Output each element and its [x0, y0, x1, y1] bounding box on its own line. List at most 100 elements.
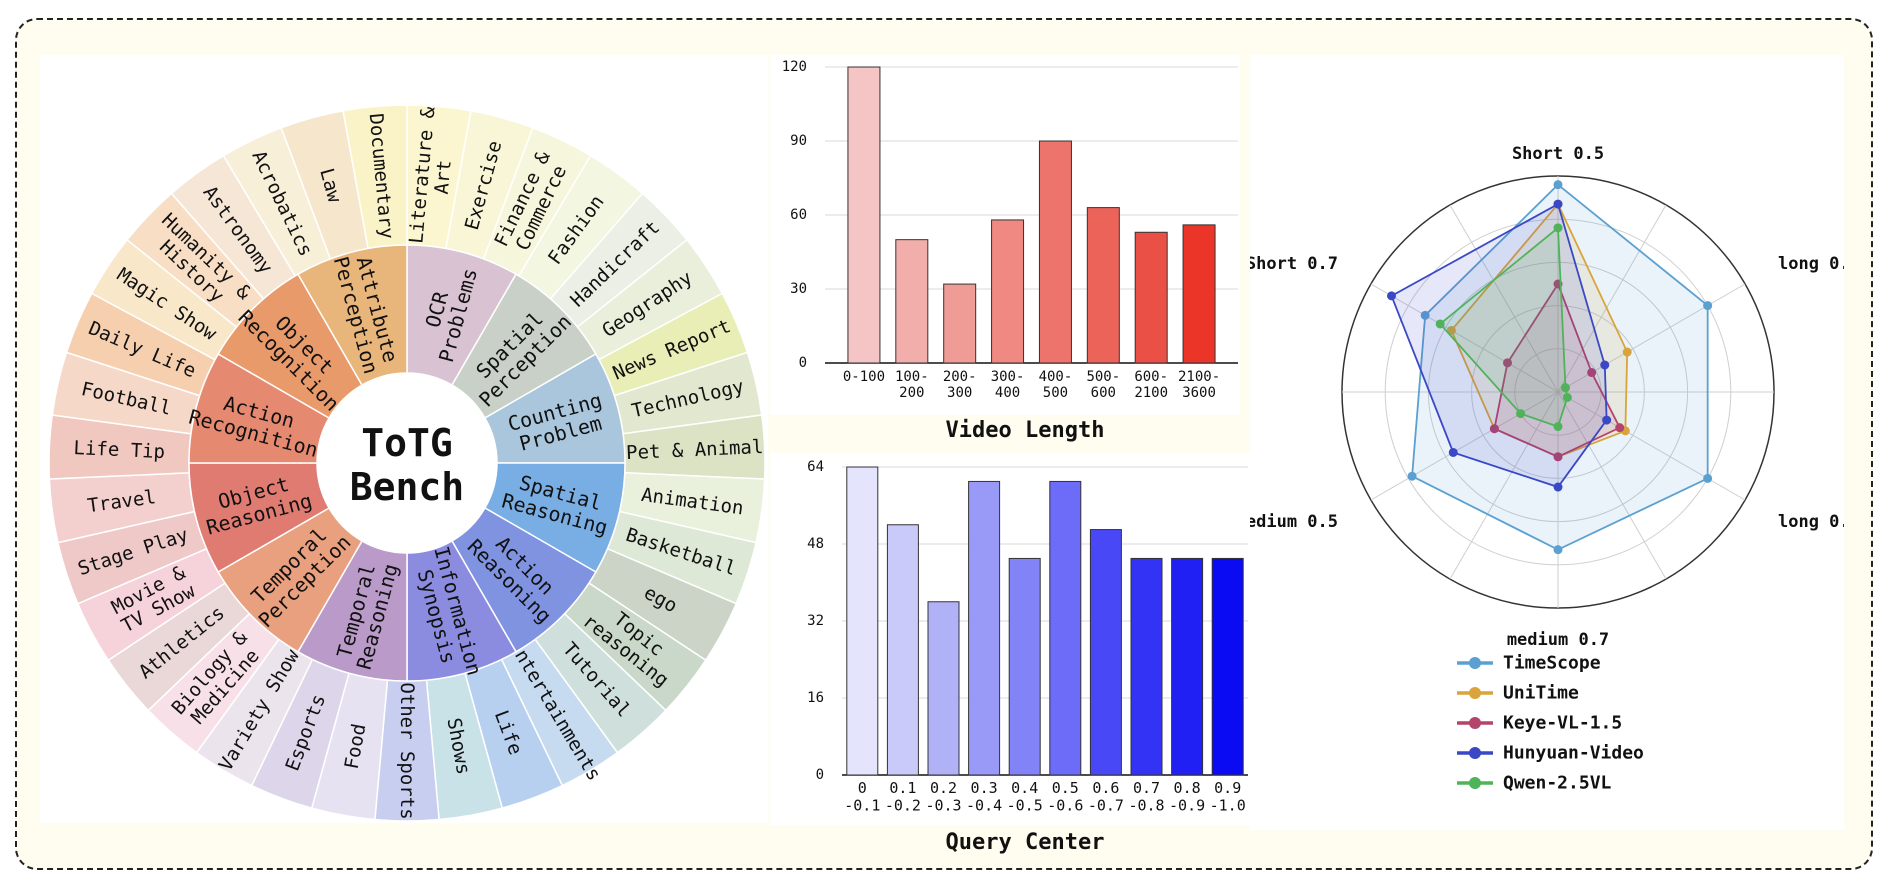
query-xtick-9: 0.9 -1.0	[1210, 779, 1246, 814]
center-title-line-1: Bench	[350, 465, 464, 509]
legend-label-4: Qwen-2.5VL	[1503, 773, 1612, 794]
radar-point-0-1	[1703, 301, 1713, 311]
query-ytick-3: 48	[807, 536, 824, 552]
query-xtick-7: 0.7 -0.8	[1128, 779, 1164, 814]
length-bar-4	[1038, 140, 1072, 364]
radar-panel: Short 0.5 long 0.7 long 0.5 medium 0.7 mediu…	[1236, 55, 1860, 830]
radar-spoke-7	[1449, 391, 1559, 580]
query-bar-1	[886, 524, 919, 776]
query-ytick-4: 64	[807, 459, 824, 475]
radar-axis-label-0: Short 0.5	[1512, 144, 1604, 164]
query-bar-5	[1049, 480, 1082, 776]
length-xtick-2: 200-300	[943, 369, 977, 401]
radar-point-3-0	[1553, 199, 1563, 209]
radar-point-0-0	[1553, 180, 1563, 190]
center-title-line-0: ToTG	[361, 421, 453, 465]
radar-point-4-3	[1553, 422, 1563, 432]
query-center-chart: 0 16 32 48 64 0 -0.10.1 -0.20.2 -0.30.3 -0.40.4 -0…	[807, 459, 1248, 814]
radar-point-3-2	[1602, 415, 1612, 425]
radar-point-0-2	[1703, 473, 1713, 483]
video-length-panel: 0 30 60 90 120 0-100 100-200 200-300 300-400 400-…	[770, 55, 1240, 415]
radar-point-0-5	[1420, 310, 1430, 320]
legend-label-0: TimeScope	[1503, 653, 1601, 674]
video-length-title: Video Length	[945, 418, 1105, 443]
radar-point-4-5	[1435, 319, 1445, 329]
radar-spoke-10	[1370, 283, 1559, 393]
length-xtick-7: 2100-3600	[1178, 369, 1220, 401]
length-bar-6	[1134, 231, 1168, 364]
radar-point-2-2	[1615, 423, 1625, 433]
radar-chart: Short 0.5 long 0.7 long 0.5 medium 0.7 mediu…	[1236, 144, 1860, 794]
length-xtick-4: 400-500	[1039, 369, 1073, 401]
query-bar-8	[1171, 557, 1204, 776]
query-xtick-4: 0.4 -0.5	[1007, 779, 1043, 814]
radar-point-2-1	[1587, 368, 1597, 378]
radar-axis-label-5: Short 0.7	[1250, 254, 1338, 274]
query-xtick-5: 0.5 -0.6	[1047, 779, 1083, 814]
length-bar-5	[1086, 207, 1120, 364]
length-bar-1	[895, 239, 929, 364]
legend-marker-4	[1469, 777, 1481, 789]
query-xtick-8: 0.8 -0.9	[1169, 779, 1205, 814]
query-ytick-1: 16	[807, 690, 824, 706]
query-bar-4	[1008, 557, 1041, 776]
radar-point-2-5	[1502, 358, 1512, 368]
legend-marker-2	[1469, 717, 1481, 729]
radar-spoke-5	[1557, 391, 1667, 580]
inner-label-6: TemporalReasoning	[330, 555, 402, 672]
legend-label-3: Hunyuan-Video	[1503, 743, 1644, 764]
radar-spoke-1	[1557, 204, 1667, 393]
query-bar-2	[927, 601, 960, 776]
legend-marker-3	[1469, 747, 1481, 759]
length-ytick-3: 90	[790, 133, 807, 149]
outer-label-26: Life Tip	[73, 437, 165, 463]
length-xtick-0: 0-100	[843, 369, 885, 385]
radar-point-3-4	[1448, 447, 1458, 457]
query-bar-9	[1211, 557, 1244, 776]
radar-spoke-11	[1449, 204, 1559, 393]
video-length-chart: 0 30 60 90 120 0-100 100-200 200-300 300-400 400-…	[782, 59, 1238, 401]
query-xtick-3: 0.3 -0.4	[966, 779, 1002, 814]
radar-point-3-1	[1600, 360, 1610, 370]
query-xtick-0: 0 -0.1	[844, 779, 880, 814]
radar-point-2-3	[1553, 452, 1563, 462]
length-xtick-6: 600-2100	[1134, 369, 1168, 401]
radar-spoke-8	[1370, 391, 1559, 501]
length-ytick-0: 0	[799, 355, 807, 371]
radar-spoke-4	[1557, 391, 1746, 501]
outer-label-17: Other Sports	[396, 682, 418, 819]
radar-point-2-4	[1489, 424, 1499, 434]
query-center-panel: 0 16 32 48 64 0 -0.1 0.1 -0.2 0.2 -0.3 0.3 -0.4 0.4 -0…	[770, 453, 1250, 825]
radar-point-4-4	[1516, 409, 1526, 419]
legend-marker-1	[1469, 687, 1481, 699]
radar-point-0-3	[1553, 545, 1563, 555]
radar-point-4-2	[1562, 392, 1572, 402]
radar-point-3-3	[1553, 482, 1563, 492]
radar-point-4-1	[1560, 383, 1570, 393]
query-xtick-2: 0.2 -0.3	[925, 779, 961, 814]
query-bar-6	[1089, 529, 1122, 776]
radar-axis-label-4: medium 0.5	[1250, 512, 1338, 532]
length-bar-7	[1182, 224, 1216, 364]
sunburst-panel: Literature &Art Exercise Finance &Commerce…	[40, 55, 768, 823]
length-ytick-2: 60	[790, 207, 807, 223]
query-bar-7	[1130, 557, 1163, 776]
legend-label-1: UniTime	[1503, 683, 1579, 704]
length-bar-0	[847, 66, 881, 364]
query-ytick-0: 0	[816, 767, 824, 783]
length-bar-2	[943, 283, 977, 364]
length-ytick-4: 120	[782, 59, 807, 75]
query-bar-0	[846, 466, 879, 776]
radar-axis-label-3: medium 0.7	[1507, 630, 1609, 650]
length-xtick-3: 300-400	[991, 369, 1025, 401]
radar-axis-label-1: long 0.7	[1778, 254, 1844, 274]
length-xtick-5: 500-600	[1086, 369, 1120, 401]
query-xtick-6: 0.6 -0.7	[1088, 779, 1124, 814]
radar-point-1-1	[1622, 347, 1632, 357]
length-ytick-1: 30	[790, 281, 807, 297]
center-hole	[317, 373, 497, 553]
legend-marker-0	[1469, 657, 1481, 669]
legend-label-2: Keye-VL-1.5	[1503, 713, 1622, 734]
query-ytick-2: 32	[807, 613, 824, 629]
